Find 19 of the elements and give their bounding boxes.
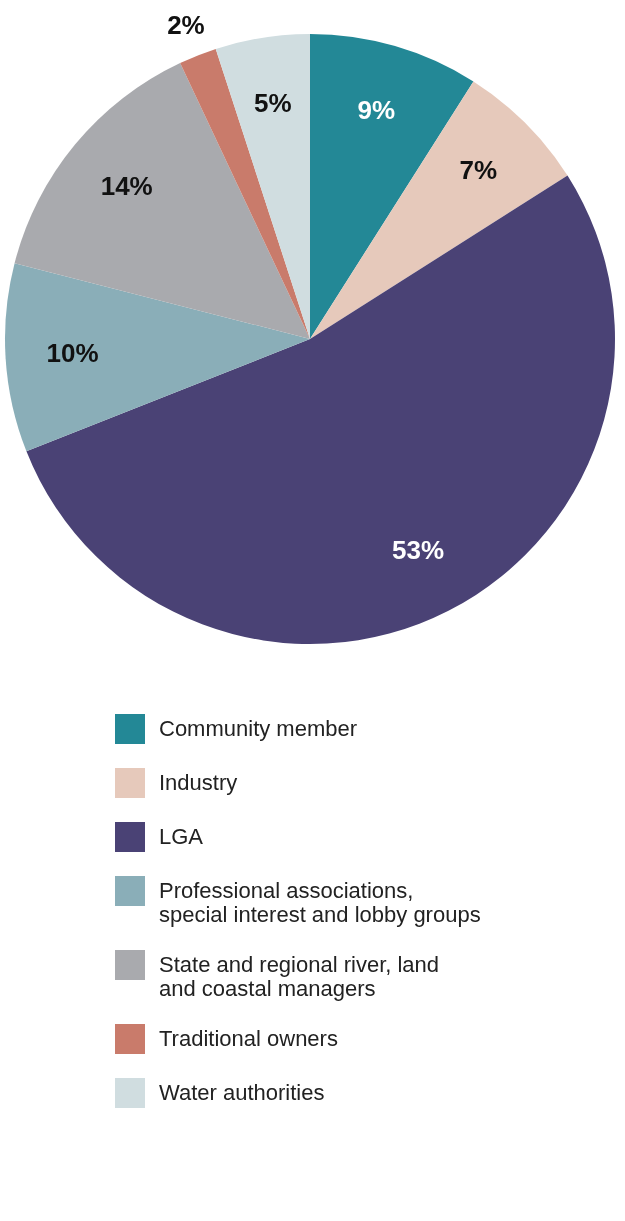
legend-label: Industry — [159, 770, 238, 795]
pie-slice — [14, 63, 310, 339]
legend-label: State and regional river, land and coastal managers — [159, 952, 440, 1001]
data-label: 10% — [46, 337, 99, 368]
legend-label: Professional associations, special interest and lobby groups — [159, 878, 481, 927]
legend-label: Community member — [159, 716, 358, 741]
pie-slice — [180, 48, 310, 339]
legend-label: Water authorities — [159, 1080, 325, 1105]
legend-label: Traditional owners — [159, 1026, 338, 1051]
data-label: 2% — [167, 9, 205, 40]
pie-slice — [215, 34, 310, 339]
data-label: 5% — [254, 88, 292, 119]
legend-label: LGA — [159, 824, 204, 849]
pie-slice — [5, 263, 310, 452]
data-label: 9% — [357, 94, 396, 125]
pie-slice — [310, 81, 568, 339]
data-label: 14% — [100, 171, 153, 202]
data-label: 7% — [459, 154, 498, 185]
data-label: 53% — [391, 534, 445, 565]
